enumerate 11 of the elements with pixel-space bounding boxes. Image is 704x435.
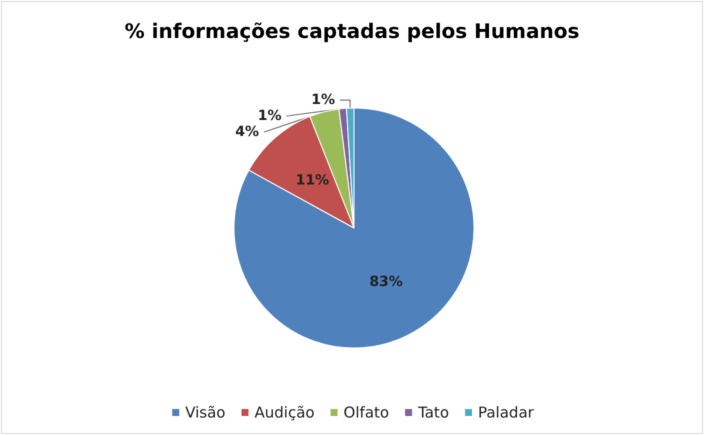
data-label: 83% [369, 274, 403, 290]
data-label: 1% [258, 108, 282, 124]
legend-label: Audição [254, 404, 315, 422]
data-label: 11% [296, 172, 330, 189]
legend-label: Tato [417, 404, 449, 422]
legend-label: Paladar [478, 404, 535, 422]
chart-title: % informações captadas pelos Humanos [124, 19, 580, 43]
legend-label: Olfato [344, 404, 390, 422]
legend-label: Visão [185, 404, 226, 422]
data-label: 4% [235, 124, 260, 140]
data-label: 1% [311, 92, 335, 108]
